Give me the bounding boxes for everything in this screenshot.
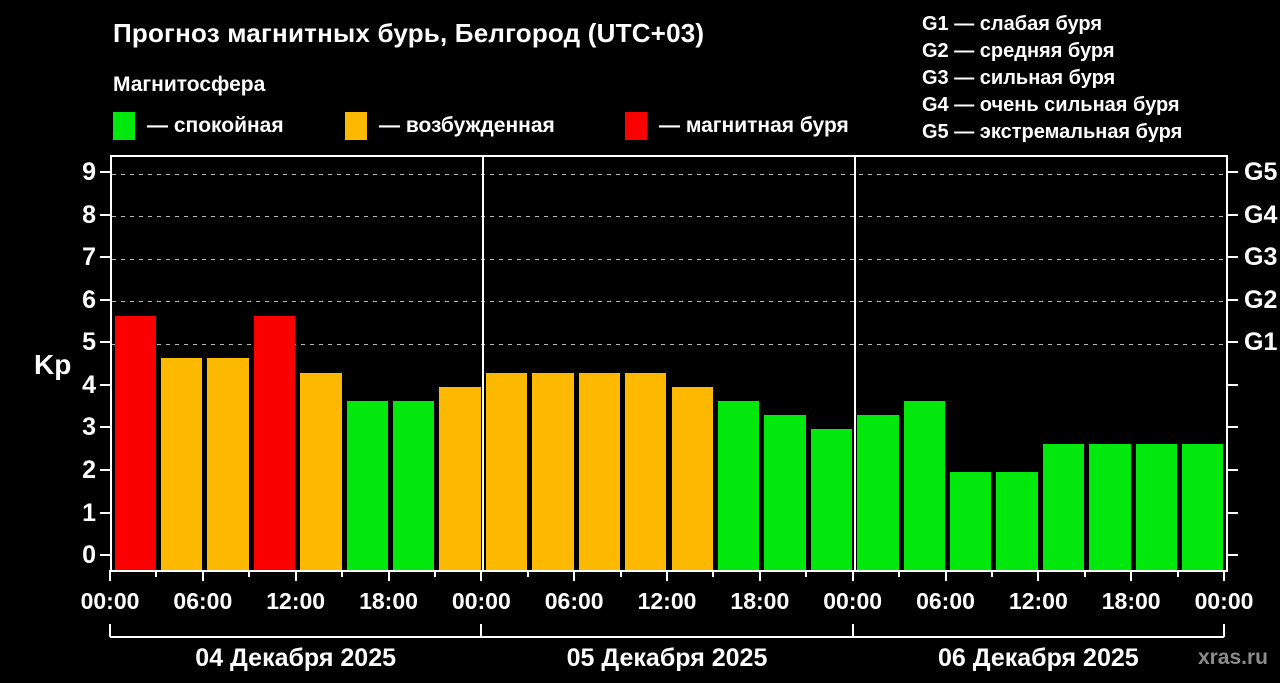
kp-bar <box>578 372 621 570</box>
gridline-kp7 <box>112 258 1226 260</box>
x-axis-tick-label: 06:00 <box>173 588 233 614</box>
date-label: 04 Декабря 2025 <box>195 644 397 672</box>
x-axis-tick-label: 18:00 <box>1101 588 1161 614</box>
chart-subtitle: Магнитосфера <box>113 73 266 96</box>
kp-bar <box>996 472 1038 570</box>
x-axis-tick-label: 00:00 <box>80 588 140 614</box>
g-scale-legend-line: G5 — экстремальная буря <box>922 121 1183 143</box>
day-separator <box>853 157 856 570</box>
g-scale-legend-line: G3 — сильная буря <box>922 67 1116 89</box>
y-axis-tick-right <box>1227 213 1238 216</box>
date-bracket-tick <box>1223 624 1225 637</box>
g-scale-legend-line: G1 — слабая буря <box>922 13 1103 35</box>
kp-bar <box>1182 443 1224 570</box>
y-axis-tick-label: 0 <box>82 541 96 570</box>
y-axis-tick-label: 3 <box>82 413 96 442</box>
kp-bar <box>300 372 342 570</box>
g-scale-legend: G1 — слабая буря G2 — средняя буря G3 — … <box>922 11 1182 146</box>
kp-bar <box>207 358 249 570</box>
y-axis-tick-right <box>1227 256 1238 259</box>
y-axis-tick-label: 2 <box>82 456 96 485</box>
page-title: Прогноз магнитных бурь, Белгород (UTC+03… <box>113 18 705 48</box>
legend-item-quiet: — спокойная <box>113 112 284 140</box>
watermark: xras.ru <box>1197 646 1268 669</box>
x-axis-tick-label: 06:00 <box>544 588 604 614</box>
kp-bar <box>1089 443 1131 570</box>
legend-item-excited: — возбужденная <box>345 112 555 140</box>
y-axis-label: Kp <box>34 349 72 380</box>
kp-bar <box>393 400 435 570</box>
kp-bar <box>671 386 713 570</box>
kp-bar <box>346 400 388 570</box>
g-level-label: G2 <box>1244 285 1278 314</box>
y-axis-tick-label: 7 <box>82 243 96 272</box>
gridline-kp8 <box>112 216 1226 218</box>
kp-bar <box>950 472 992 570</box>
kp-bar <box>439 386 481 570</box>
y-axis-tick-right <box>1227 298 1238 301</box>
y-axis-tick-label: 1 <box>82 498 96 527</box>
g-level-label: G5 <box>1244 158 1278 187</box>
date-bracket <box>110 636 1224 638</box>
date-bracket-tick <box>109 624 111 637</box>
x-axis-tick-label: 12:00 <box>637 588 697 614</box>
kp-bar <box>114 315 156 570</box>
x-axis-tick-label: 00:00 <box>823 588 883 614</box>
date-bracket-tick <box>851 624 854 637</box>
x-axis-tick-label: 18:00 <box>730 588 790 614</box>
g-level-label: G1 <box>1244 328 1278 357</box>
y-axis-tick-right <box>1227 171 1238 174</box>
legend-label-storm: — магнитная буря <box>659 114 849 137</box>
y-axis-tick-right <box>1227 383 1238 386</box>
day-separator <box>482 157 485 570</box>
x-axis-tick-label: 12:00 <box>266 588 326 614</box>
kp-bar <box>810 429 853 570</box>
quiet-color-swatch <box>113 112 135 140</box>
y-axis-tick-right <box>1227 426 1238 429</box>
gridline-kp9 <box>112 173 1226 175</box>
y-axis-tick-right <box>1227 469 1238 472</box>
kp-bar <box>903 400 945 570</box>
storm-color-swatch <box>625 112 647 140</box>
g-level-label: G4 <box>1244 200 1278 229</box>
legend-item-storm: — магнитная буря <box>625 112 849 140</box>
gridline-kp5 <box>112 343 1226 345</box>
kp-bar <box>625 372 667 570</box>
kp-bar <box>532 372 574 570</box>
kp-bar <box>253 315 296 570</box>
g-level-label: G3 <box>1244 243 1278 272</box>
kp-bar <box>764 415 806 570</box>
gridline-kp6 <box>112 301 1226 303</box>
y-axis-tick-label: 6 <box>82 285 96 314</box>
kp-bar <box>1042 443 1085 570</box>
kp-bar <box>160 358 203 570</box>
legend-label-excited: — возбужденная <box>379 114 555 137</box>
y-axis-tick-right <box>1227 511 1238 514</box>
excited-color-swatch <box>345 112 367 140</box>
y-axis-tick-label: 9 <box>82 158 96 187</box>
x-axis-tick-label: 00:00 <box>1194 588 1254 614</box>
y-axis-tick-right <box>1227 341 1238 344</box>
y-axis-tick-right <box>1227 554 1238 557</box>
kp-bar <box>857 415 899 570</box>
y-axis-tick-label: 8 <box>82 200 96 229</box>
kp-bar <box>717 400 760 570</box>
plot-area <box>110 155 1228 572</box>
date-label: 05 Декабря 2025 <box>566 644 768 672</box>
kp-bar <box>485 372 528 570</box>
date-label: 06 Декабря 2025 <box>937 644 1139 672</box>
date-bracket-tick <box>480 624 483 637</box>
g-scale-legend-line: G4 — очень сильная буря <box>922 94 1180 116</box>
g-scale-legend-line: G2 — средняя буря <box>922 40 1115 62</box>
legend-label-quiet: — спокойная <box>147 114 284 137</box>
x-axis-tick-label: 18:00 <box>359 588 418 614</box>
x-axis-tick-label: 00:00 <box>451 588 511 614</box>
kp-bar <box>1135 443 1178 570</box>
x-axis-tick-label: 12:00 <box>1008 588 1068 614</box>
x-axis-tick-label: 06:00 <box>916 588 975 614</box>
